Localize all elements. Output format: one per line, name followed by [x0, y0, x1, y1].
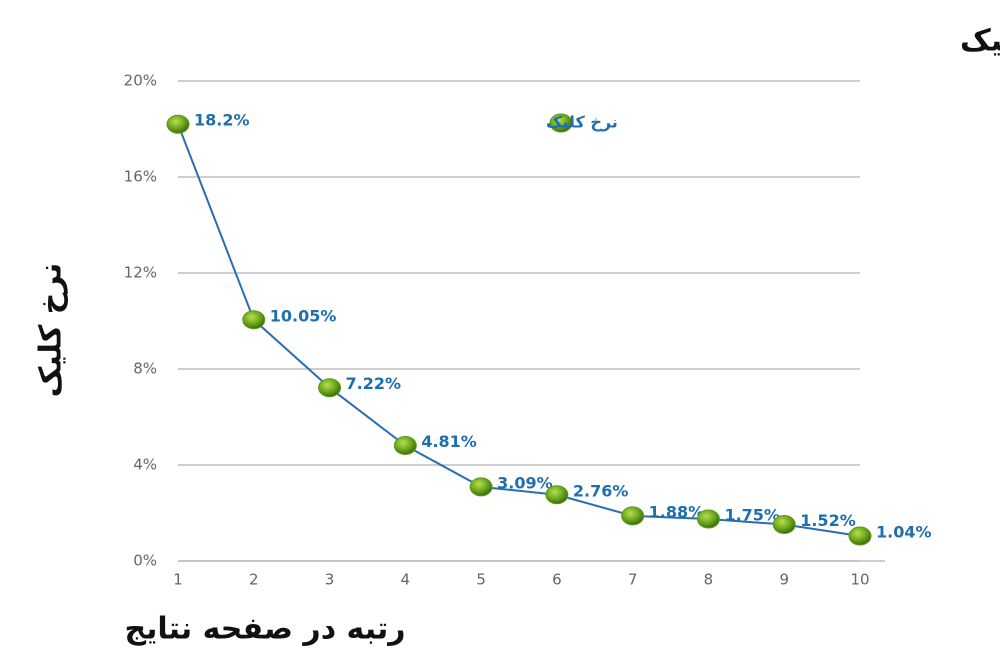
- x-tick-label: 5: [476, 571, 486, 589]
- x-tick-label: 10: [850, 571, 869, 589]
- data-label: 2.76%: [573, 481, 629, 500]
- y-tick-label: 12%: [124, 264, 157, 282]
- data-point: [772, 515, 796, 535]
- data-label: 3.09%: [497, 473, 553, 492]
- data-point: [545, 485, 569, 505]
- data-label: 1.88%: [649, 502, 705, 521]
- x-tick-label: 4: [401, 571, 411, 589]
- y-tick-label: 8%: [133, 360, 157, 378]
- x-axis-label: رتبه در صفحه نتایج: [124, 612, 405, 647]
- x-tick-label: 6: [552, 571, 562, 589]
- data-point: [393, 436, 417, 456]
- x-tick-label: 3: [325, 571, 335, 589]
- y-tick-label: 0%: [133, 552, 157, 570]
- data-point: [696, 509, 720, 529]
- chart-title: نمودار نرخ کلیک: [960, 24, 1000, 59]
- legend-label: نرخ کلیک: [546, 113, 618, 132]
- data-point: [166, 114, 190, 134]
- x-tick-label: 2: [249, 571, 259, 589]
- y-axis-label: نرخ کلیک: [34, 263, 69, 398]
- x-tick-label: 1: [173, 571, 183, 589]
- data-label: 4.81%: [421, 432, 477, 451]
- data-point: [318, 378, 342, 398]
- x-tick-label: 7: [628, 571, 638, 589]
- series-line: [177, 123, 861, 538]
- y-tick-label: 20%: [124, 72, 157, 90]
- data-point: [848, 526, 872, 546]
- y-tick-label: 16%: [124, 168, 157, 186]
- data-label: 18.2%: [194, 111, 250, 130]
- data-label: 10.05%: [270, 306, 337, 325]
- data-label: 1.52%: [800, 511, 856, 530]
- data-point: [469, 477, 493, 497]
- data-label: 1.04%: [876, 523, 932, 542]
- y-tick-label: 4%: [133, 456, 157, 474]
- data-point: [621, 506, 645, 526]
- data-point: [242, 310, 266, 330]
- x-tick-label: 9: [779, 571, 789, 589]
- legend-marker: [549, 113, 573, 133]
- data-label: 7.22%: [346, 374, 402, 393]
- x-tick-label: 8: [704, 571, 714, 589]
- data-label: 1.75%: [724, 506, 780, 525]
